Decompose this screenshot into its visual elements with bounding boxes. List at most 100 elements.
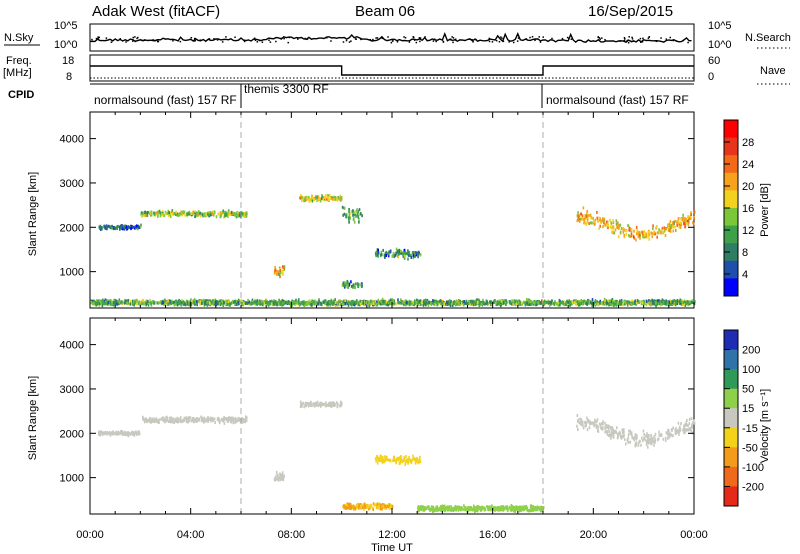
- data-point: [164, 302, 166, 306]
- data-point: [129, 432, 132, 436]
- data-point: [241, 303, 243, 307]
- data-point: [111, 226, 113, 230]
- data-point: [346, 283, 349, 287]
- data-point: [195, 419, 197, 423]
- nsearch-point: [623, 39, 626, 42]
- data-point: [388, 506, 391, 510]
- data-point: [188, 419, 191, 422]
- data-point: [355, 282, 357, 286]
- data-point: [517, 507, 519, 511]
- data-point: [278, 298, 280, 302]
- data-point: [174, 213, 177, 216]
- data-point: [133, 433, 136, 437]
- data-point: [192, 210, 194, 214]
- data-point: [277, 474, 279, 478]
- data-point: [357, 212, 359, 216]
- data-point: [328, 196, 330, 200]
- data-point: [123, 226, 126, 230]
- data-point: [149, 417, 151, 421]
- data-point: [648, 299, 650, 303]
- data-point: [339, 197, 341, 201]
- data-point: [169, 420, 172, 424]
- nsearch-point: [105, 37, 108, 39]
- data-point: [334, 298, 336, 302]
- data-point: [594, 420, 596, 424]
- data-point: [226, 417, 229, 421]
- nsearch-point: [599, 38, 601, 40]
- data-point: [155, 417, 158, 421]
- colorbar-segment: [724, 225, 738, 244]
- data-point: [328, 300, 330, 303]
- data-point: [242, 417, 244, 421]
- data-point: [308, 198, 310, 202]
- data-point: [213, 299, 216, 303]
- data-point: [483, 506, 485, 510]
- data-point: [411, 458, 414, 462]
- data-point: [606, 220, 609, 224]
- data-point: [142, 417, 144, 421]
- data-point: [594, 218, 597, 222]
- data-point: [524, 303, 527, 307]
- data-point: [579, 217, 582, 221]
- data-point: [626, 303, 629, 307]
- data-point: [466, 302, 468, 306]
- data-point: [140, 223, 142, 227]
- data-point: [203, 302, 206, 306]
- data-point: [581, 217, 583, 221]
- data-point: [548, 300, 550, 304]
- data-point: [177, 213, 180, 217]
- data-point: [139, 225, 142, 229]
- data-point: [366, 301, 369, 305]
- data-point: [320, 403, 322, 407]
- data-point: [375, 302, 378, 306]
- data-point: [481, 506, 484, 510]
- data-point: [600, 426, 603, 430]
- data-point: [248, 300, 250, 304]
- data-point: [647, 301, 649, 305]
- data-point: [238, 213, 241, 217]
- nsearch-point: [137, 36, 139, 39]
- data-point: [390, 302, 392, 306]
- data-point: [363, 504, 365, 508]
- data-point: [554, 300, 556, 304]
- data-point: [597, 425, 600, 429]
- data-point: [526, 301, 529, 305]
- data-point: [383, 503, 385, 507]
- data-point: [190, 419, 193, 423]
- data-point: [311, 199, 314, 203]
- colorbar-segment: [724, 137, 738, 156]
- data-point: [627, 224, 629, 227]
- nsearch-point: [452, 37, 455, 39]
- data-point: [679, 225, 682, 229]
- data-point: [692, 421, 694, 425]
- data-point: [223, 215, 225, 219]
- data-point: [505, 302, 507, 306]
- data-point: [399, 458, 402, 462]
- data-point: [680, 218, 683, 222]
- data-point: [541, 300, 544, 304]
- data-point: [584, 301, 586, 305]
- data-point: [364, 504, 367, 508]
- data-point: [520, 509, 522, 512]
- data-point: [343, 300, 345, 304]
- data-point: [453, 506, 455, 510]
- data-point: [619, 432, 622, 436]
- data-point: [343, 283, 345, 287]
- data-point: [471, 300, 474, 304]
- data-point: [645, 232, 647, 236]
- nave-tick-high: 60: [708, 55, 720, 67]
- data-point: [182, 300, 185, 304]
- power-panel-frame: [89, 111, 695, 309]
- data-point: [362, 301, 365, 305]
- data-point: [100, 226, 102, 230]
- data-point: [454, 302, 457, 306]
- data-point: [274, 302, 276, 306]
- data-point: [167, 420, 170, 423]
- data-point: [403, 248, 406, 252]
- data-point: [192, 300, 194, 304]
- data-point: [226, 213, 228, 217]
- data-point: [384, 255, 386, 259]
- data-point: [181, 213, 183, 217]
- data-point: [630, 232, 633, 236]
- data-point: [417, 252, 419, 256]
